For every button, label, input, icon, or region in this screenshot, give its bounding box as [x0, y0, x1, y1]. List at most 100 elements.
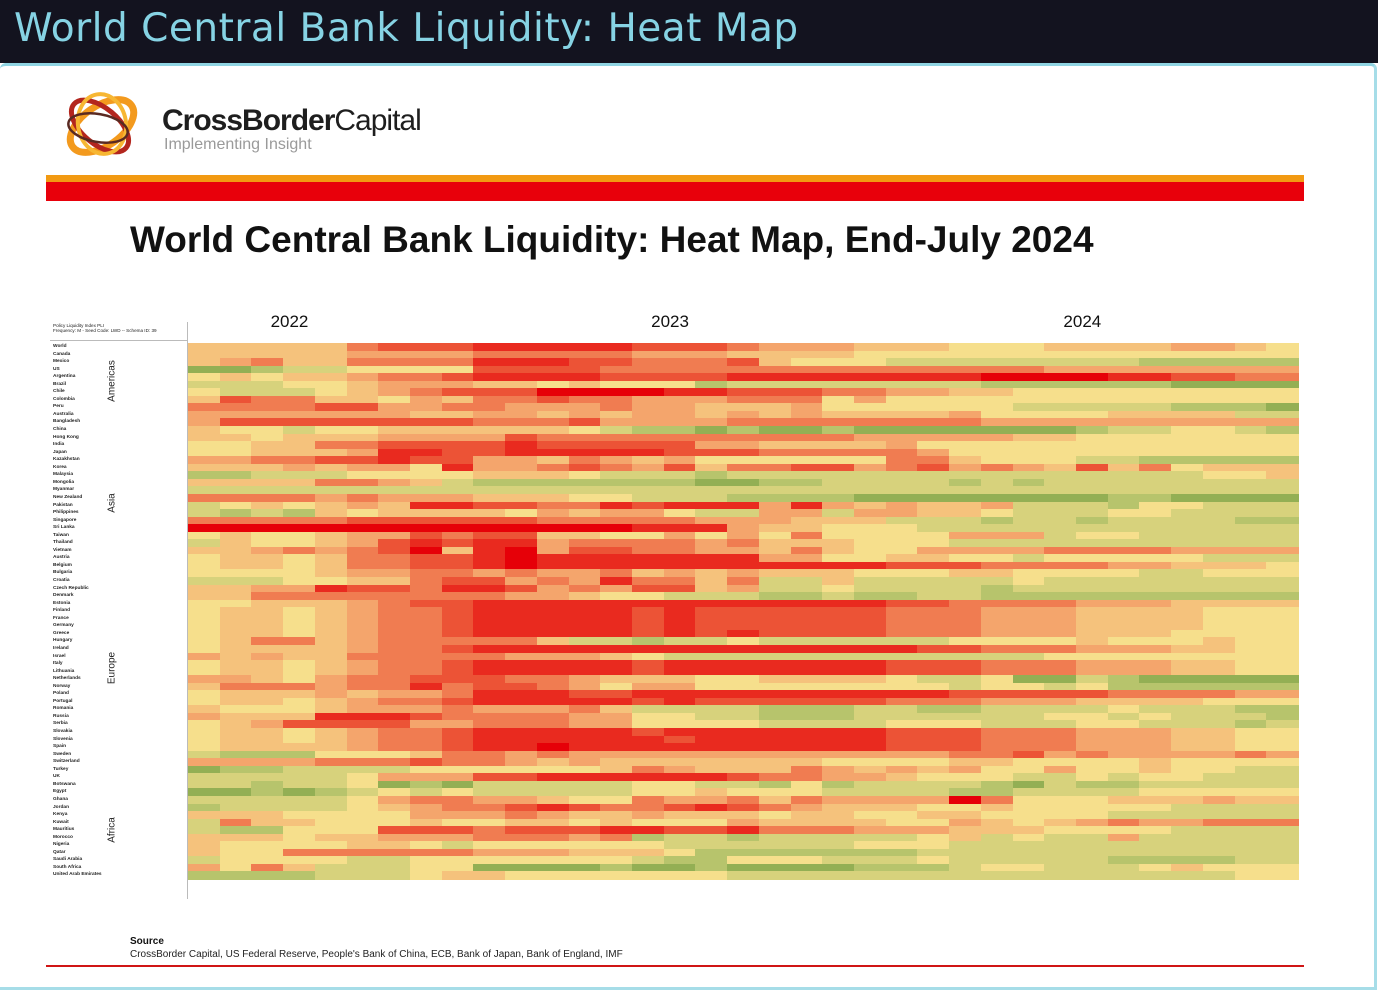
heatmap-cell [822, 493, 855, 503]
heatmap-cell [695, 426, 728, 435]
heatmap-cell [441, 712, 475, 722]
heatmap-cell [473, 750, 506, 759]
heatmap-cell [822, 629, 855, 638]
heatmap-cell [251, 622, 284, 631]
heatmap-cell [1012, 818, 1045, 827]
heatmap-cell [473, 614, 506, 623]
heatmap-cell [1107, 546, 1141, 555]
heatmap-cell [854, 441, 887, 450]
heatmap-cell [505, 826, 538, 835]
heatmap-cell [1012, 795, 1045, 805]
heatmap-cell [1012, 712, 1045, 722]
heatmap-cell [1139, 863, 1172, 873]
heatmap-cell [314, 675, 348, 684]
heatmap-cell [632, 501, 665, 510]
heatmap-cell [663, 622, 697, 631]
heatmap-cell [790, 561, 823, 571]
heatmap-cell [632, 509, 665, 518]
row-label: Denmark [53, 593, 74, 599]
heatmap-cell [1044, 826, 1077, 835]
heatmap-cell [885, 486, 919, 495]
heatmap-cell [600, 441, 633, 450]
heatmap-cell [1266, 697, 1299, 706]
heatmap-cell [505, 509, 538, 518]
heatmap-cell [410, 554, 443, 563]
heatmap-cell [568, 592, 601, 601]
heatmap-cell [536, 826, 570, 835]
heatmap-cell [536, 803, 570, 812]
heatmap-cell [1076, 652, 1109, 661]
heatmap-cell [917, 509, 950, 518]
heatmap-cell [885, 388, 919, 397]
heatmap-cell [378, 652, 411, 661]
heatmap-cell [917, 350, 950, 359]
heatmap-cell [219, 622, 253, 631]
heatmap-cell [727, 524, 760, 533]
heatmap-cell [980, 426, 1014, 435]
heatmap-cell [1171, 592, 1204, 601]
heatmap-cell [410, 765, 443, 774]
heatmap-cell [1044, 856, 1077, 865]
row-label: Ireland [53, 645, 69, 651]
heatmap-cell [1076, 765, 1109, 774]
heatmap-cell [1012, 599, 1045, 608]
heatmap-cell [1202, 644, 1236, 654]
heatmap-cell [790, 773, 823, 782]
heatmap-cell [1234, 637, 1267, 646]
heatmap-cell [885, 856, 919, 865]
heatmap-cell [536, 705, 570, 714]
heatmap-cell [854, 395, 887, 404]
heatmap-cell [1202, 871, 1236, 880]
heatmap-cell [885, 471, 919, 480]
heatmap-cell [473, 501, 506, 510]
heatmap-cell [346, 554, 379, 563]
heatmap-cell [568, 509, 601, 518]
heatmap-cell [854, 660, 887, 669]
heatmap-cell [1266, 818, 1299, 827]
heatmap-cell [536, 697, 570, 706]
heatmap-cell [219, 343, 253, 352]
heatmap-cell [378, 524, 411, 533]
heatmap-cell [758, 426, 792, 435]
heatmap-cell [1139, 637, 1172, 646]
heatmap-cell [600, 788, 633, 797]
heatmap-cell [695, 841, 728, 850]
heatmap-cell [790, 531, 823, 540]
heatmap-cell [600, 629, 633, 638]
heatmap-cell [378, 403, 411, 412]
heatmap-cell [536, 690, 570, 699]
heatmap-cell [885, 607, 919, 616]
heatmap-cell [1171, 818, 1204, 827]
heatmap-cell [1107, 780, 1141, 789]
heatmap-cell [473, 599, 506, 608]
heatmap-cell [536, 811, 570, 820]
heatmap-cell [536, 614, 570, 623]
heatmap-cell [505, 403, 538, 412]
heatmap-cell [695, 554, 728, 563]
heatmap-cell [1202, 667, 1236, 676]
heatmap-cell [790, 448, 823, 457]
heatmap-cell [727, 629, 760, 638]
heatmap-cell [441, 667, 475, 676]
heatmap-cell [1202, 795, 1236, 805]
heatmap-cell [980, 516, 1014, 525]
heatmap-cell [1234, 811, 1267, 820]
heatmap-cell [505, 652, 538, 661]
heatmap-cell [1076, 343, 1109, 352]
heatmap-cell [410, 365, 443, 374]
heatmap-cell [346, 599, 379, 608]
heatmap-cell [1202, 539, 1236, 548]
heatmap-cell [917, 705, 950, 714]
heatmap-cell [695, 592, 728, 601]
heatmap-cell [663, 803, 697, 812]
heatmap-cell [1076, 531, 1109, 540]
heatmap-cell [410, 584, 443, 593]
heatmap-cell [885, 682, 919, 691]
heatmap-cell [854, 811, 887, 820]
heatmap-cell [1234, 380, 1267, 389]
heatmap-cell [1139, 471, 1172, 480]
heatmap-cell [695, 728, 728, 737]
heatmap-cell [822, 358, 855, 367]
heatmap-cell [758, 652, 792, 661]
heatmap-cell [663, 795, 697, 805]
